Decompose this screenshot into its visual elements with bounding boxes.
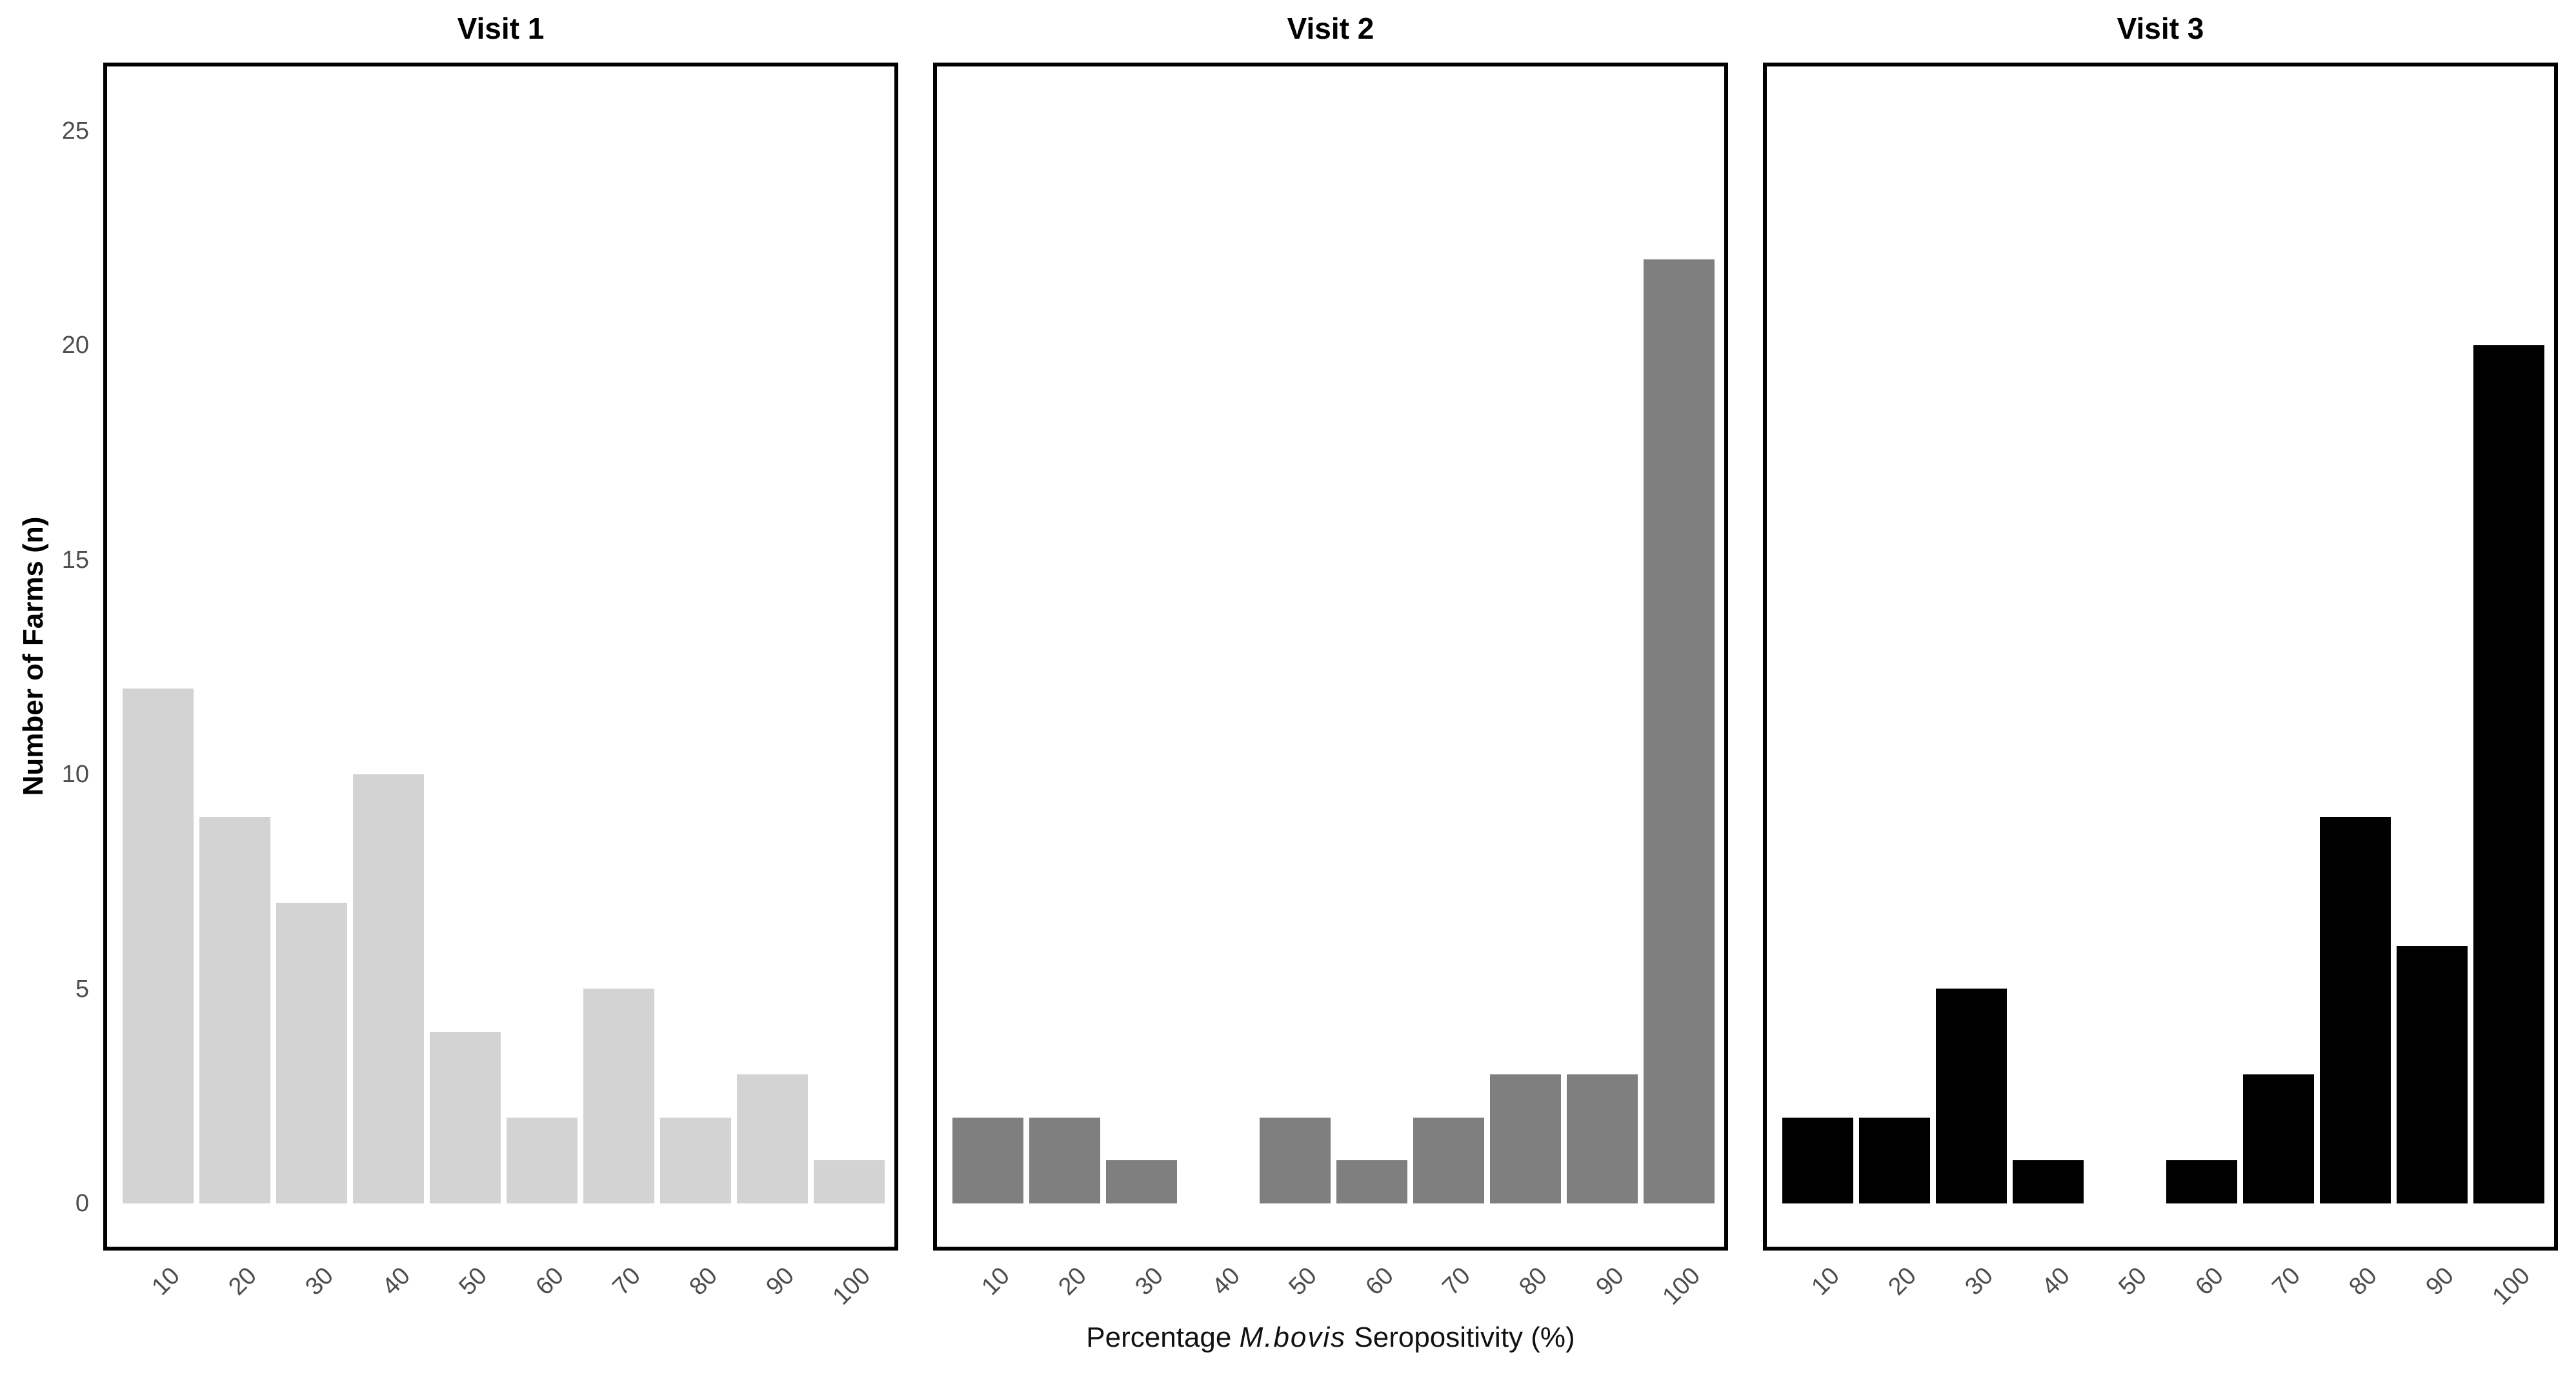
x-tick-label-visit3-30: 30	[1960, 1262, 1998, 1301]
bar-visit3-x10	[1782, 1118, 1853, 1203]
x-tick-label-visit1-50: 50	[454, 1262, 492, 1301]
bar-visit1-x70	[583, 989, 654, 1203]
x-tick-label-visit2-20: 20	[1053, 1262, 1092, 1301]
bar-visit2-x10	[952, 1118, 1023, 1203]
bar-visit3-x80	[2320, 817, 2391, 1203]
x-tick-label-visit3-100: 100	[2488, 1262, 2536, 1311]
bar-visit3-x60	[2166, 1160, 2237, 1203]
y-tick-label-25: 25	[61, 117, 89, 145]
bar-visit1-x10	[123, 689, 194, 1203]
x-axis-title-prefix: Percentage	[1086, 1322, 1240, 1353]
x-tick-label-visit1-20: 20	[223, 1262, 262, 1301]
x-tick-label-visit2-90: 90	[1591, 1262, 1629, 1301]
x-tick-label-visit1-40: 40	[377, 1262, 416, 1301]
y-tick-label-10: 10	[61, 761, 89, 788]
bar-visit3-x100	[2473, 345, 2544, 1203]
x-tick-label-visit3-40: 40	[2037, 1262, 2075, 1301]
x-tick-label-visit1-90: 90	[761, 1262, 800, 1301]
bar-visit3-x70	[2243, 1074, 2314, 1203]
x-tick-label-visit2-50: 50	[1283, 1262, 1322, 1301]
bar-visit1-x80	[660, 1118, 731, 1203]
bar-visit2-x100	[1644, 259, 1715, 1203]
x-tick-label-visit1-100: 100	[828, 1262, 876, 1311]
x-tick-label-visit3-20: 20	[1883, 1262, 1922, 1301]
x-tick-label-visit2-10: 10	[976, 1262, 1016, 1301]
x-tick-label-visit2-30: 30	[1130, 1262, 1169, 1301]
y-tick-label-20: 20	[61, 332, 89, 359]
bar-visit1-x100	[814, 1160, 885, 1203]
bar-visit3-x20	[1859, 1118, 1930, 1203]
y-tick-label-0: 0	[75, 1190, 89, 1217]
x-tick-label-visit3-70: 70	[2267, 1262, 2306, 1301]
panel-title-visit-1: Visit 1	[457, 12, 545, 45]
bar-visit2-x30	[1106, 1160, 1177, 1203]
x-tick-label-visit1-80: 80	[684, 1262, 723, 1301]
bar-visit2-x20	[1029, 1118, 1100, 1203]
bar-visit1-x20	[199, 817, 270, 1203]
x-tick-label-visit2-40: 40	[1207, 1262, 1245, 1301]
bar-visit3-x30	[1936, 989, 2007, 1203]
bar-visit1-x90	[737, 1074, 808, 1203]
x-axis-title-suffix: Seropositivity (%)	[1346, 1322, 1575, 1353]
x-tick-label-visit1-70: 70	[607, 1262, 646, 1301]
bar-visit3-x90	[2397, 946, 2468, 1203]
bar-visit2-x50	[1260, 1118, 1331, 1203]
y-tick-label-5: 5	[75, 975, 89, 1003]
panel-visit-2	[933, 63, 1728, 1251]
x-tick-label-visit2-100: 100	[1658, 1262, 1706, 1311]
bar-visit1-x60	[507, 1118, 578, 1203]
x-tick-label-visit1-10: 10	[146, 1262, 186, 1301]
x-tick-label-visit3-80: 80	[2344, 1262, 2382, 1301]
x-axis-title-italic: M.bovis	[1239, 1322, 1347, 1353]
panel-visit-3	[1763, 63, 2558, 1251]
bar-visit2-x70	[1413, 1118, 1484, 1203]
y-tick-label-15: 15	[61, 546, 89, 574]
bar-visit1-x40	[353, 774, 424, 1203]
panel-title-visit-2: Visit 2	[1287, 12, 1374, 45]
bar-visit3-x40	[2013, 1160, 2084, 1203]
x-tick-label-visit2-70: 70	[1437, 1262, 1476, 1301]
x-tick-label-visit3-50: 50	[2113, 1262, 2152, 1301]
bar-visit2-x80	[1490, 1074, 1561, 1203]
x-tick-label-visit3-60: 60	[2190, 1262, 2229, 1301]
x-tick-label-visit3-10: 10	[1806, 1262, 1846, 1301]
panel-title-visit-3: Visit 3	[2117, 12, 2204, 45]
x-tick-label-visit1-60: 60	[530, 1262, 569, 1301]
bar-visit1-x50	[430, 1032, 501, 1203]
x-tick-label-visit3-90: 90	[2420, 1262, 2459, 1301]
x-tick-label-visit2-80: 80	[1514, 1262, 1553, 1301]
bar-visit1-x30	[276, 903, 347, 1203]
x-tick-label-visit1-30: 30	[300, 1262, 339, 1301]
bar-visit2-x90	[1567, 1074, 1638, 1203]
x-tick-label-visit2-60: 60	[1360, 1262, 1399, 1301]
x-axis-title: Percentage M.bovis Seropositivity (%)	[103, 1322, 2558, 1354]
panel-visit-1	[103, 63, 898, 1251]
bar-visit2-x60	[1336, 1160, 1407, 1203]
